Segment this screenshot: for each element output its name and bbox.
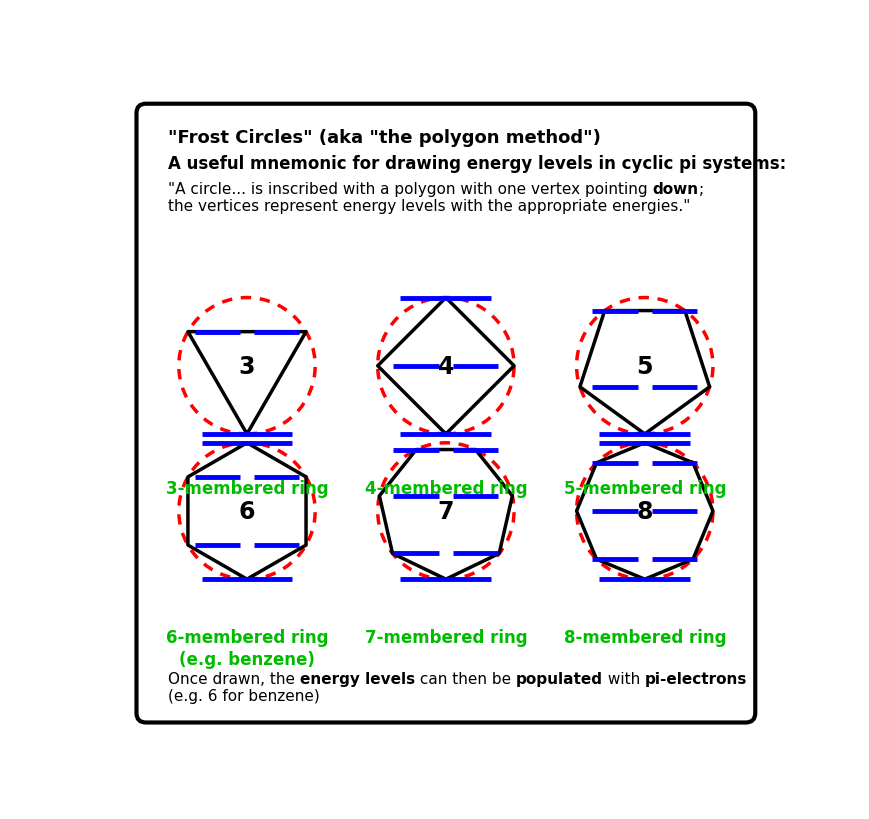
Text: energy levels: energy levels — [300, 671, 415, 686]
Text: 6: 6 — [238, 500, 255, 523]
Text: populated: populated — [515, 671, 602, 686]
Text: "A circle... is inscribed with a polygon with one vertex pointing: "A circle... is inscribed with a polygon… — [168, 182, 652, 197]
Text: A useful mnemonic for drawing energy levels in cyclic pi systems:: A useful mnemonic for drawing energy lev… — [168, 155, 786, 173]
FancyBboxPatch shape — [136, 105, 754, 722]
Text: 7-membered ring: 7-membered ring — [364, 628, 527, 646]
Text: 4: 4 — [437, 355, 454, 378]
Text: 5: 5 — [636, 355, 653, 378]
Text: 6-membered ring
(e.g. benzene): 6-membered ring (e.g. benzene) — [165, 628, 328, 668]
Text: 5-membered ring: 5-membered ring — [563, 480, 726, 498]
Text: 3: 3 — [238, 355, 255, 378]
Text: 8: 8 — [636, 500, 653, 523]
Text: ;: ; — [698, 182, 703, 197]
Text: 3-membered ring: 3-membered ring — [165, 480, 328, 498]
Text: (e.g. 6 for benzene): (e.g. 6 for benzene) — [168, 688, 320, 703]
Text: 4-membered ring: 4-membered ring — [364, 480, 527, 498]
Text: pi-electrons: pi-electrons — [645, 671, 746, 686]
Text: Once drawn, the: Once drawn, the — [168, 671, 300, 686]
Text: the vertices represent energy levels with the appropriate energies.": the vertices represent energy levels wit… — [168, 199, 690, 214]
Text: with: with — [602, 671, 645, 686]
Text: 7: 7 — [437, 500, 454, 523]
Text: can then be: can then be — [415, 671, 515, 686]
Text: "Frost Circles" (aka "the polygon method"): "Frost Circles" (aka "the polygon method… — [168, 129, 600, 147]
Text: down: down — [652, 182, 698, 197]
Text: 8-membered ring: 8-membered ring — [563, 628, 726, 646]
